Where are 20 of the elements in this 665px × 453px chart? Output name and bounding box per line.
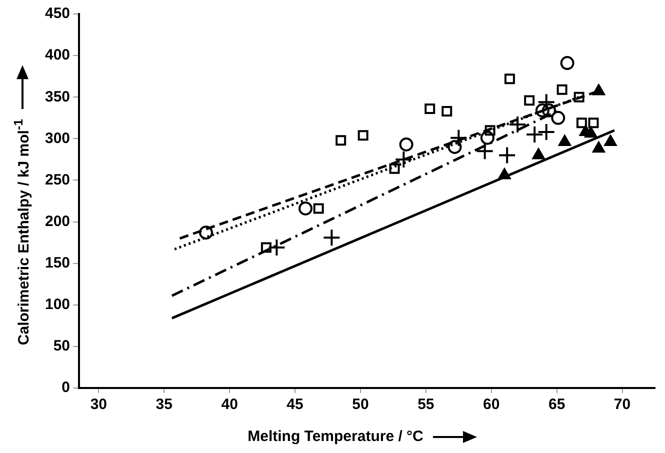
x-tick-label: 45: [286, 396, 304, 414]
x-tick-label: 50: [352, 396, 369, 414]
x-tick-label: 40: [221, 396, 238, 414]
x-tick-label: 35: [156, 396, 172, 414]
y-tick-label: 400: [44, 46, 70, 64]
y-tick-label: 250: [44, 171, 70, 188]
x-axis-title: Melting Temperature / °C: [248, 428, 424, 445]
x-tick-label: 60: [483, 396, 500, 414]
x-tick-label: 55: [418, 396, 434, 414]
x-tick-label: 65: [548, 396, 566, 414]
y-tick-label: 50: [53, 338, 70, 355]
x-tick-label: 70: [614, 396, 631, 414]
y-tick-label: 200: [44, 212, 70, 230]
y-tick-label: 0: [62, 379, 70, 396]
y-tick-label: 450: [44, 5, 70, 22]
y-tick-label: 100: [44, 296, 70, 314]
y-tick-label: 150: [44, 254, 70, 272]
x-tick-label: 30: [90, 396, 108, 414]
y-tick-label: 300: [44, 130, 70, 147]
y-tick-label: 350: [44, 88, 70, 106]
